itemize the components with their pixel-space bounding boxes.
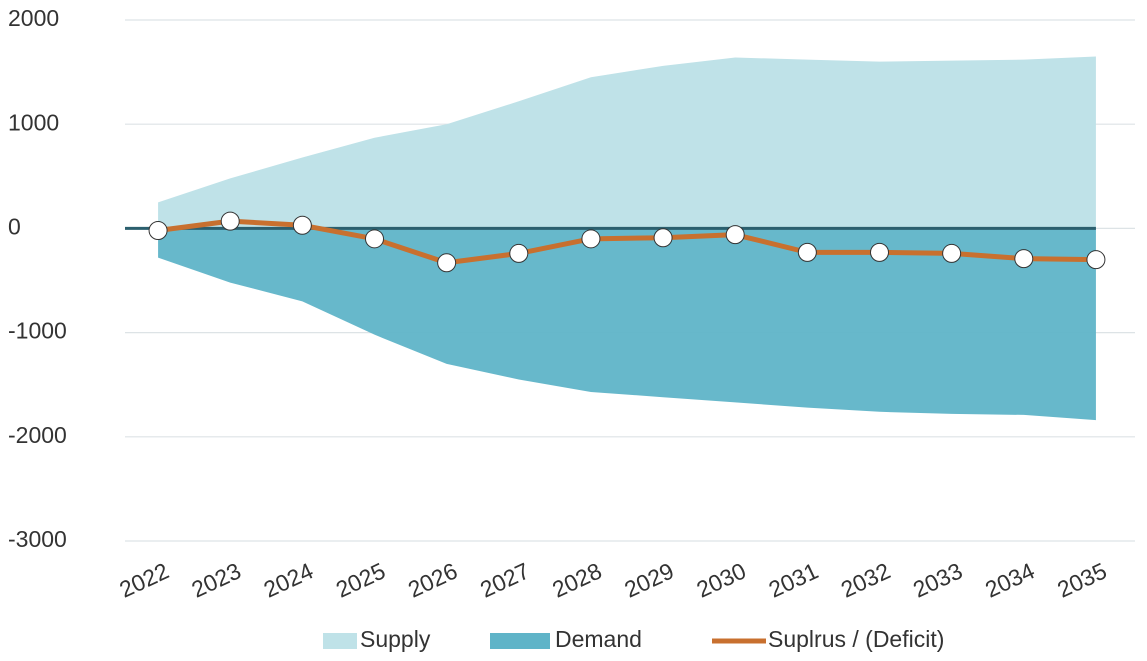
marker	[725, 225, 745, 245]
x-tick-label: 2023	[188, 557, 245, 602]
legend-swatch	[323, 633, 357, 649]
x-tick-label: 2026	[404, 557, 461, 602]
marker	[509, 243, 529, 263]
marker	[148, 220, 168, 240]
marker	[292, 215, 312, 235]
x-tick-label: 2031	[765, 557, 822, 602]
x-tick-label: 2025	[332, 557, 389, 602]
y-tick-label: 2000	[8, 5, 59, 31]
y-tick-label: 0	[8, 213, 21, 239]
marker	[797, 242, 817, 262]
legend-label: Supply	[360, 626, 431, 652]
x-tick-label: 2022	[115, 557, 172, 602]
x-tick-label: 2032	[837, 557, 894, 602]
marker	[1014, 249, 1034, 269]
marker	[942, 243, 962, 263]
area	[158, 228, 1096, 421]
marker	[437, 253, 457, 273]
x-tick-label: 2034	[981, 557, 1039, 602]
legend-label: Demand	[555, 626, 642, 652]
marker	[220, 211, 240, 231]
line	[157, 218, 1096, 266]
x-tick-label: 2027	[476, 557, 533, 602]
marker	[653, 228, 673, 248]
y-tick-label: -2000	[8, 422, 67, 448]
area	[158, 56, 1096, 229]
x-tick-label: 2029	[620, 557, 677, 602]
marker	[365, 229, 384, 249]
x-tick-label: 2024	[260, 557, 318, 602]
legend-label: Suplrus / (Deficit)	[768, 626, 944, 652]
marker	[870, 242, 889, 262]
y-tick-label: 1000	[8, 109, 59, 135]
y-tick-label: -3000	[8, 526, 67, 552]
x-tick-label: 2033	[909, 557, 966, 602]
legend-swatch	[490, 633, 550, 649]
x-tick-label: 2030	[693, 557, 750, 602]
y-tick-label: -1000	[8, 318, 67, 344]
x-tick-label: 2035	[1053, 557, 1110, 602]
marker	[1086, 250, 1106, 270]
marker	[581, 229, 601, 249]
x-tick-label: 2028	[548, 557, 605, 602]
